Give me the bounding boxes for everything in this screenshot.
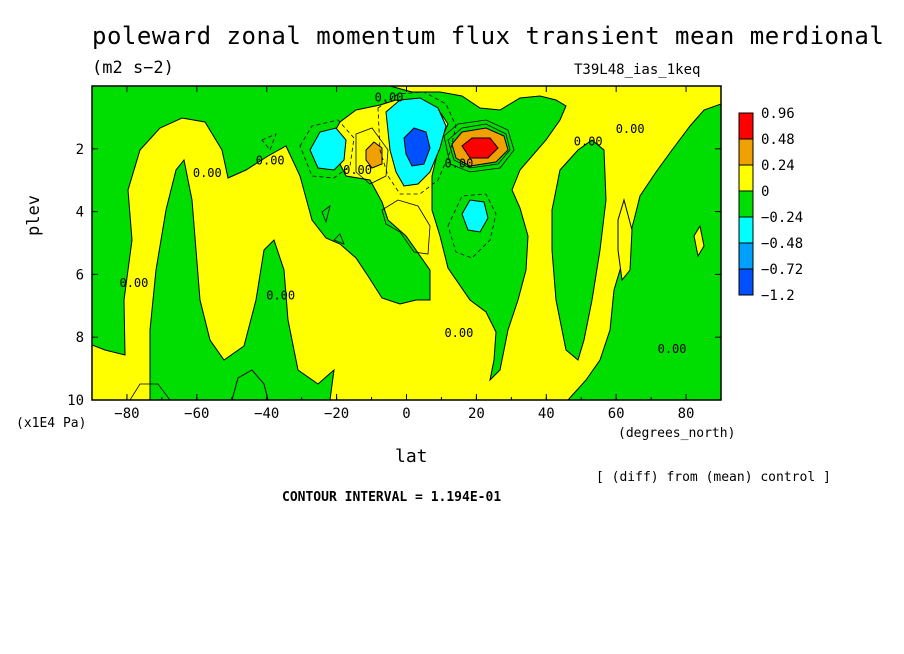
positive-pocket-2 xyxy=(693,224,705,258)
x-axis-ticks: −80 −60 −40 −20 0 20 40 60 80 xyxy=(91,86,722,422)
orange-core-sh xyxy=(365,141,383,169)
contour-label: 0.00 xyxy=(574,135,603,149)
contour-labels: 0.00 0.00 0.00 0.00 0.00 0.00 0.00 0.00 0.00 0.00… xyxy=(119,91,686,356)
contour-label: 0.00 xyxy=(193,166,222,180)
x-tick-label: 20 xyxy=(468,406,485,422)
negative-region-nh-polar xyxy=(567,103,721,400)
x-tick-label: 60 xyxy=(608,406,625,422)
contour-label: 0.00 xyxy=(444,326,473,340)
chart-units: (m2 s−2) xyxy=(92,58,174,78)
y-axis-ticks: 2 4 6 8 10 xyxy=(67,142,721,409)
colorbar-swatch xyxy=(738,190,754,218)
blue-core-eq xyxy=(403,127,431,167)
colorbar-swatch xyxy=(738,112,754,140)
x-axis-units: (degrees_north) xyxy=(618,426,736,441)
x-tick-label: −80 xyxy=(114,406,139,422)
colorbar-label: −0.48 xyxy=(761,236,803,252)
negative-region-sfc xyxy=(231,369,269,400)
contour-label: 0.00 xyxy=(119,276,148,290)
x-tick-label: 0 xyxy=(402,406,410,422)
contour-label: 0.00 xyxy=(343,163,372,177)
colorbar-swatch xyxy=(738,138,754,166)
y-tick-label: 8 xyxy=(76,330,84,346)
contour-label: 0.00 xyxy=(266,289,295,303)
colorbar-swatch xyxy=(738,216,754,244)
colorbar-label: −0.72 xyxy=(761,262,803,278)
red-core-nh xyxy=(461,137,499,159)
colorbar-label: −0.24 xyxy=(761,210,803,226)
positive-pocket-1 xyxy=(617,198,633,282)
colorbar-label: 0 xyxy=(761,184,769,200)
colorbar-swatch xyxy=(738,242,754,270)
colorbar-label: 0.48 xyxy=(761,132,795,148)
colorbar-label: 0.24 xyxy=(761,158,795,174)
cyan-region-sh xyxy=(309,127,347,171)
contour-label: 0.00 xyxy=(256,154,285,168)
colorbar-swatch xyxy=(738,164,754,192)
x-axis-label: lat xyxy=(395,446,428,467)
filled-contours xyxy=(92,86,721,400)
contour-label: 0.00 xyxy=(444,157,473,171)
colorbar: 0.96 0.48 0.24 0 −0.24 −0.48 −0.72 −1.2 xyxy=(738,106,803,304)
negative-region-sh-midlat xyxy=(149,158,335,400)
colorbar-swatch xyxy=(738,268,754,296)
x-tick-label: 80 xyxy=(678,406,695,422)
contour-interval: CONTOUR INTERVAL = 1.194E-01 xyxy=(282,490,502,505)
y-tick-label: 10 xyxy=(67,393,84,409)
contour-label: 0.00 xyxy=(658,342,687,356)
negative-region-nh-mid xyxy=(551,139,607,361)
negative-contour-lines xyxy=(261,91,497,259)
y-tick-label: 2 xyxy=(76,142,84,158)
x-tick-label: −60 xyxy=(184,406,209,422)
contour-label: 0.00 xyxy=(616,122,645,136)
y-tick-label: 6 xyxy=(76,267,84,283)
x-tick-label: 40 xyxy=(538,406,555,422)
cyan-region-nh xyxy=(461,199,489,233)
colorbar-label: 0.96 xyxy=(761,106,795,122)
y-axis-units: (x1E4 Pa) xyxy=(16,416,87,431)
x-tick-label: −20 xyxy=(324,406,349,422)
colorbar-label: −1.2 xyxy=(761,288,795,304)
diff-note: [ (diff) from (mean) control ] xyxy=(596,470,831,485)
contour-label: 0.00 xyxy=(375,91,404,105)
y-tick-label: 4 xyxy=(76,205,84,221)
x-tick-label: −40 xyxy=(254,406,279,422)
chart-title: poleward zonal momentum flux transient m… xyxy=(92,22,885,50)
contour-lines xyxy=(129,119,515,400)
run-id: T39L48_ias_1keq xyxy=(574,62,701,78)
negative-region-sh-polar xyxy=(92,86,567,382)
